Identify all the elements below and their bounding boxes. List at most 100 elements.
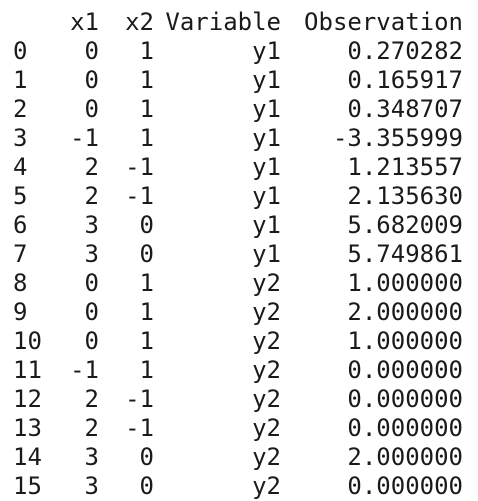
cell-variable: y2 <box>252 443 281 471</box>
table-body: 0 0 1 y1 0.270282 1 0 1 y1 0.165917 2 0 1 y1 0.348707 3… <box>0 37 463 501</box>
cell-x2: -1 <box>125 414 154 442</box>
table-row: 4 2 -1 y1 1.213557 <box>0 153 463 182</box>
cell-x1: 2 <box>84 153 99 181</box>
table-row: 6 3 0 y1 5.682009 <box>0 211 463 240</box>
row-index: 1 <box>13 66 28 94</box>
cell-variable: y1 <box>252 37 281 65</box>
cell-x2: -1 <box>125 153 154 181</box>
cell-observation: 0.270282 <box>347 37 463 65</box>
row-index: 3 <box>13 124 28 152</box>
cell-x1: 0 <box>84 37 99 65</box>
cell-observation: 1.000000 <box>347 269 463 297</box>
cell-variable: y1 <box>252 95 281 123</box>
cell-x1: 2 <box>84 414 99 442</box>
column-header-variable: Variable <box>165 8 281 36</box>
cell-observation: 5.682009 <box>347 211 463 239</box>
cell-x2: 1 <box>139 124 154 152</box>
cell-variable: y2 <box>252 385 281 413</box>
cell-x2: 1 <box>139 269 154 297</box>
cell-observation: 2.000000 <box>347 298 463 326</box>
cell-observation: 5.749861 <box>347 240 463 268</box>
row-index: 0 <box>13 37 28 65</box>
cell-x1: 2 <box>84 182 99 210</box>
cell-x1: 2 <box>84 385 99 413</box>
table-row: 15 3 0 y2 0.000000 <box>0 472 463 501</box>
cell-observation: 2.135630 <box>347 182 463 210</box>
cell-x1: 0 <box>84 66 99 94</box>
column-header-x2: x2 <box>125 8 154 36</box>
row-index: 2 <box>13 95 28 123</box>
row-index: 6 <box>13 211 28 239</box>
cell-x2: -1 <box>125 182 154 210</box>
cell-x1: -1 <box>70 124 99 152</box>
cell-x2: 0 <box>139 211 154 239</box>
table-row: 10 0 1 y2 1.000000 <box>0 327 463 356</box>
column-header-observation: Observation <box>304 8 463 36</box>
row-index: 10 <box>13 327 42 355</box>
table-row: 5 2 -1 y1 2.135630 <box>0 182 463 211</box>
table-row: 9 0 1 y2 2.000000 <box>0 298 463 327</box>
cell-x2: 1 <box>139 327 154 355</box>
cell-variable: y1 <box>252 211 281 239</box>
cell-variable: y2 <box>252 414 281 442</box>
cell-x1: 0 <box>84 269 99 297</box>
cell-x1: -1 <box>70 356 99 384</box>
cell-variable: y1 <box>252 66 281 94</box>
cell-variable: y2 <box>252 356 281 384</box>
cell-variable: y1 <box>252 153 281 181</box>
cell-x2: 1 <box>139 95 154 123</box>
cell-x1: 3 <box>84 240 99 268</box>
row-index: 5 <box>13 182 28 210</box>
cell-x2: 0 <box>139 443 154 471</box>
row-index: 13 <box>13 414 42 442</box>
row-index: 4 <box>13 153 28 181</box>
cell-x2: 1 <box>139 37 154 65</box>
cell-variable: y2 <box>252 298 281 326</box>
table-row: 1 0 1 y1 0.165917 <box>0 66 463 95</box>
cell-observation: 0.165917 <box>347 66 463 94</box>
table-row: 3 -1 1 y1 -3.355999 <box>0 124 463 153</box>
dataframe-table: x1 x2 Variable Observation 0 0 1 y1 0.270282… <box>0 8 463 501</box>
row-index: 14 <box>13 443 42 471</box>
cell-x1: 0 <box>84 327 99 355</box>
table-header: x1 x2 Variable Observation <box>0 8 463 37</box>
cell-variable: y2 <box>252 269 281 297</box>
column-header-x1: x1 <box>70 8 99 36</box>
index-header <box>0 8 55 37</box>
cell-observation: -3.355999 <box>332 124 463 152</box>
row-index: 8 <box>13 269 28 297</box>
table-row: 12 2 -1 y2 0.000000 <box>0 385 463 414</box>
header-row: x1 x2 Variable Observation <box>0 8 463 37</box>
table-row: 2 0 1 y1 0.348707 <box>0 95 463 124</box>
cell-x2: 1 <box>139 298 154 326</box>
cell-x1: 3 <box>84 443 99 471</box>
cell-observation: 1.000000 <box>347 327 463 355</box>
row-index: 7 <box>13 240 28 268</box>
row-index: 9 <box>13 298 28 326</box>
table-row: 8 0 1 y2 1.000000 <box>0 269 463 298</box>
cell-observation: 0.000000 <box>347 414 463 442</box>
cell-x2: 1 <box>139 356 154 384</box>
table-row: 0 0 1 y1 0.270282 <box>0 37 463 66</box>
cell-x1: 3 <box>84 211 99 239</box>
cell-observation: 2.000000 <box>347 443 463 471</box>
cell-variable: y1 <box>252 240 281 268</box>
cell-observation: 0.000000 <box>347 385 463 413</box>
table-row: 13 2 -1 y2 0.000000 <box>0 414 463 443</box>
cell-variable: y2 <box>252 327 281 355</box>
row-index: 11 <box>13 356 42 384</box>
cell-x2: 1 <box>139 66 154 94</box>
table-row: 11 -1 1 y2 0.000000 <box>0 356 463 385</box>
cell-x1: 0 <box>84 298 99 326</box>
cell-x2: 0 <box>139 472 154 500</box>
cell-observation: 0.000000 <box>347 472 463 500</box>
cell-variable: y1 <box>252 124 281 152</box>
cell-x2: 0 <box>139 240 154 268</box>
cell-variable: y2 <box>252 472 281 500</box>
cell-x2: -1 <box>125 385 154 413</box>
cell-variable: y1 <box>252 182 281 210</box>
row-index: 12 <box>13 385 42 413</box>
cell-x1: 3 <box>84 472 99 500</box>
table-row: 14 3 0 y2 2.000000 <box>0 443 463 472</box>
